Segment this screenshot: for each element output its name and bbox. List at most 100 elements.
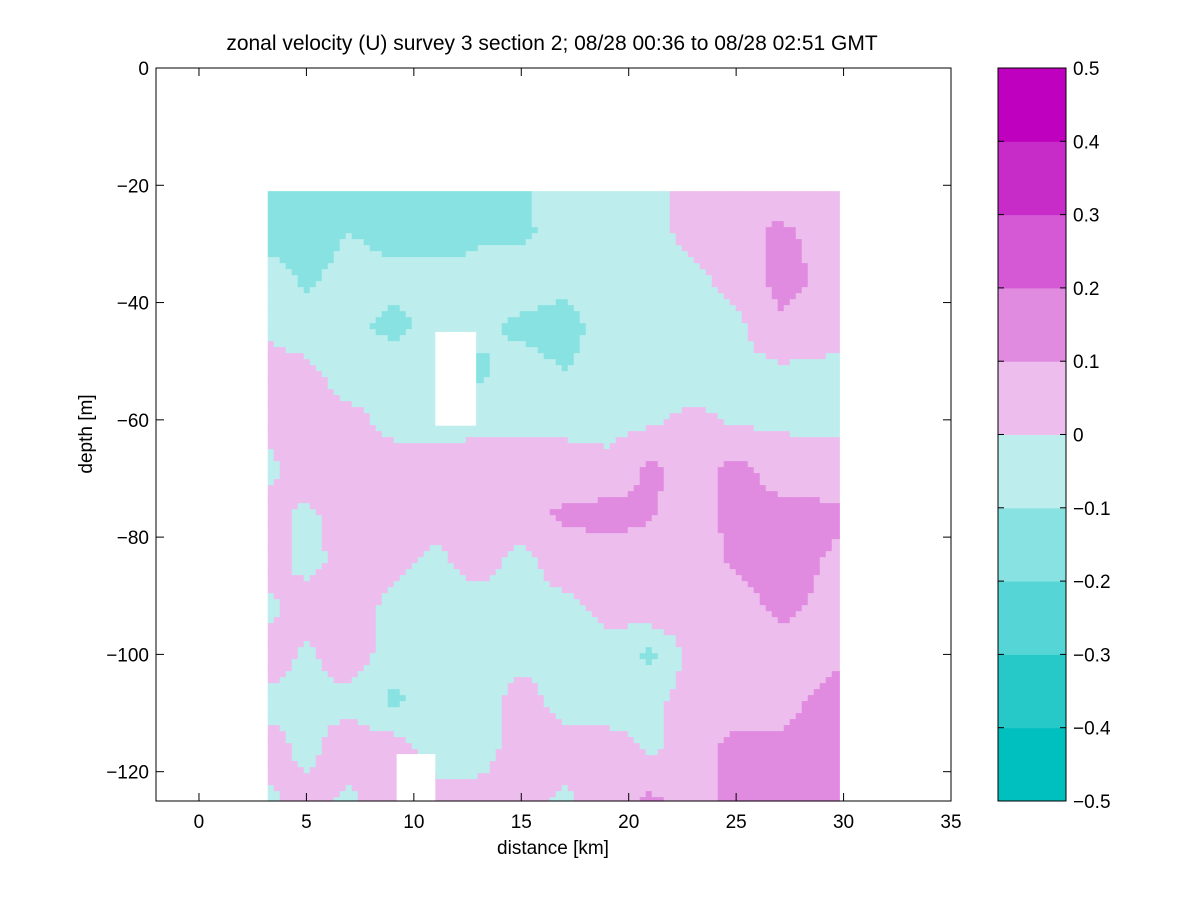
field-cell <box>795 389 803 396</box>
field-cell <box>447 305 455 312</box>
field-cell <box>321 467 329 474</box>
field-cell <box>831 383 839 390</box>
field-cell <box>297 383 305 390</box>
field-cell <box>723 281 731 288</box>
field-cell <box>477 395 485 402</box>
field-cell <box>537 473 545 480</box>
field-cell <box>711 437 719 444</box>
field-cell <box>555 467 563 474</box>
field-cell <box>561 257 569 264</box>
field-cell <box>813 251 821 258</box>
field-cell <box>807 203 815 210</box>
field-cell <box>321 239 329 246</box>
field-cell <box>297 359 305 366</box>
field-cell <box>699 437 707 444</box>
field-cell <box>591 371 599 378</box>
field-cell <box>483 323 491 330</box>
field-cell <box>615 251 623 258</box>
field-cell <box>645 341 653 348</box>
field-cell <box>507 491 515 498</box>
field-cell <box>831 191 839 198</box>
field-cell <box>573 227 581 234</box>
field-cell <box>573 209 581 216</box>
field-cell <box>471 323 479 330</box>
field-cell <box>297 251 305 258</box>
field-cell <box>795 437 803 444</box>
field-cell <box>831 305 839 312</box>
field-cell <box>705 383 713 390</box>
field-cell <box>813 437 821 444</box>
field-cell <box>735 197 743 204</box>
field-cell <box>645 407 653 414</box>
field-cell <box>639 281 647 288</box>
field-cell <box>597 389 605 396</box>
field-cell <box>693 341 701 348</box>
field-cell <box>723 275 731 282</box>
field-cell <box>825 335 833 342</box>
field-cell <box>357 419 365 426</box>
field-cell <box>477 431 485 438</box>
field-cell <box>411 461 419 468</box>
field-cell <box>417 449 425 456</box>
field-cell <box>675 203 683 210</box>
field-cell <box>411 353 419 360</box>
field-cell <box>813 383 821 390</box>
field-cell <box>807 365 815 372</box>
field-cell <box>639 359 647 366</box>
field-cell <box>279 503 287 510</box>
field-cell <box>369 215 377 222</box>
field-cell <box>609 329 617 336</box>
field-cell <box>567 395 575 402</box>
field-cell <box>345 257 353 264</box>
field-cell <box>819 383 827 390</box>
field-cell <box>429 353 437 360</box>
field-cell <box>477 371 485 378</box>
field-cell <box>645 365 653 372</box>
field-cell <box>309 479 317 486</box>
field-cell <box>597 317 605 324</box>
field-cell <box>267 209 275 216</box>
field-cell <box>825 467 833 474</box>
field-cell <box>399 497 407 504</box>
field-cell <box>585 245 593 252</box>
field-cell <box>453 323 461 330</box>
field-cell <box>675 347 683 354</box>
field-cell <box>711 197 719 204</box>
field-cell <box>429 227 437 234</box>
field-cell <box>735 437 743 444</box>
field-cell <box>717 407 725 414</box>
field-cell <box>339 359 347 366</box>
field-cell <box>825 227 833 234</box>
field-cell <box>819 263 827 270</box>
field-cell <box>777 263 785 270</box>
field-cell <box>477 275 485 282</box>
field-cell <box>519 479 527 486</box>
field-cell <box>405 467 413 474</box>
field-cell <box>627 293 635 300</box>
field-cell <box>321 419 329 426</box>
field-cell <box>369 335 377 342</box>
field-cell <box>633 239 641 246</box>
field-cell <box>591 383 599 390</box>
field-cell <box>819 413 827 420</box>
field-cell <box>543 293 551 300</box>
field-cell <box>579 251 587 258</box>
field-cell <box>465 245 473 252</box>
field-cell <box>555 329 563 336</box>
field-cell <box>531 275 539 282</box>
field-cell <box>825 197 833 204</box>
field-cell <box>771 305 779 312</box>
field-cell <box>285 353 293 360</box>
field-cell <box>333 467 341 474</box>
field-cell <box>633 485 641 492</box>
field-cell <box>837 467 840 474</box>
field-cell <box>693 209 701 216</box>
field-cell <box>375 335 383 342</box>
field-cell <box>357 491 365 498</box>
field-cell <box>597 239 605 246</box>
field-cell <box>435 251 443 258</box>
field-cell <box>699 365 707 372</box>
field-cell <box>381 485 389 492</box>
field-cell <box>417 479 425 486</box>
field-cell <box>573 359 581 366</box>
